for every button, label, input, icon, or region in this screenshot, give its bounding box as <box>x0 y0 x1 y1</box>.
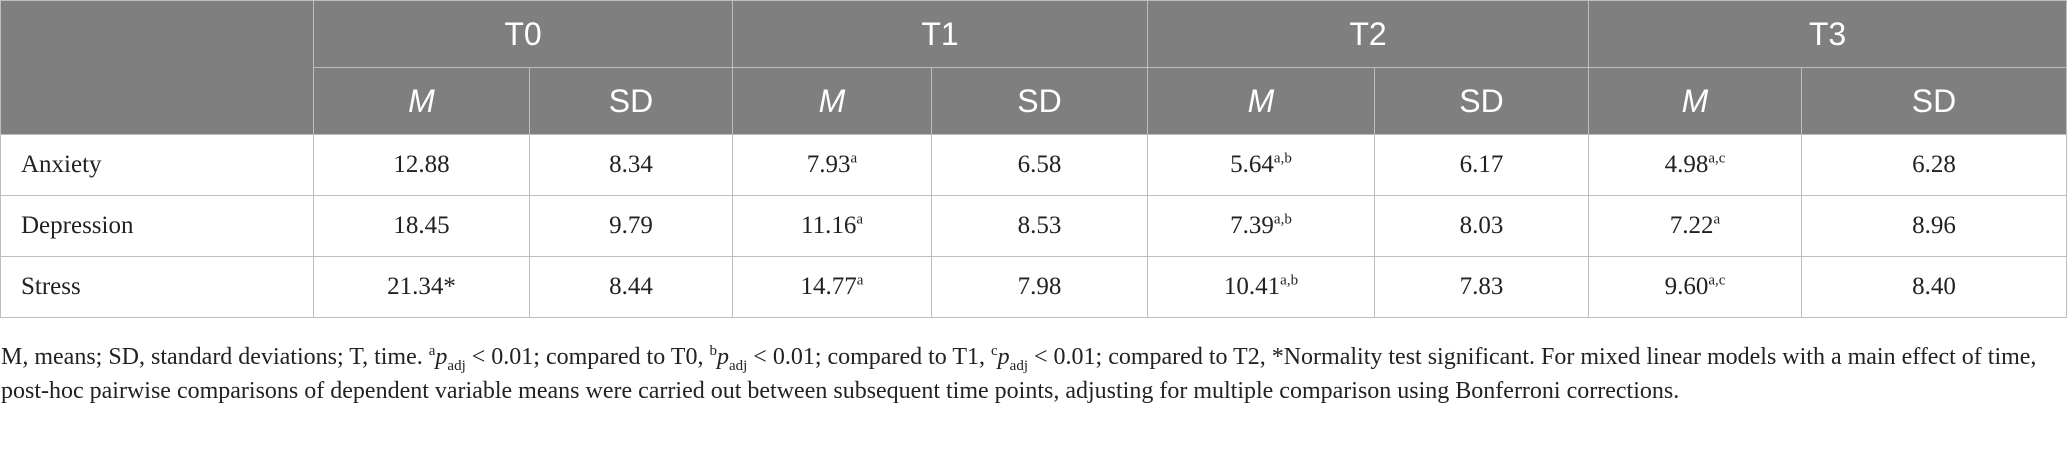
header-sd: SD <box>931 67 1148 135</box>
cell-sd: 6.58 <box>931 134 1148 196</box>
cell-sd: 8.40 <box>1801 256 2067 318</box>
table-row: Depression 18.45 9.79 11.16a 8.53 7.39a,b 8.03… <box>0 195 2067 257</box>
results-table: T0 T1 T2 T3 M SD M SD M SD M SD Anxiety 1… <box>0 0 2067 318</box>
cell-sd: 8.03 <box>1374 195 1589 257</box>
footnote-p: p <box>716 344 729 370</box>
cell-mean: 7.39a,b <box>1147 195 1375 257</box>
cell-mean: 7.22a <box>1588 195 1802 257</box>
cell-superscript: a <box>850 150 858 167</box>
header-mean: M <box>313 67 530 135</box>
cell-value: 5.64 <box>1230 151 1274 178</box>
table-body: Anxiety 12.88 8.34 7.93a 6.58 5.64a,b 6.17 4.98… <box>0 134 2067 318</box>
footnote-mark-c: c <box>991 343 998 359</box>
cell-sd: 8.44 <box>529 256 733 318</box>
cell-sd: 6.28 <box>1801 134 2067 196</box>
cell-sd: 6.17 <box>1374 134 1589 196</box>
table-container: T0 T1 T2 T3 M SD M SD M SD M SD Anxiety 1… <box>0 0 2067 318</box>
footnote-intro: M, means; SD, standard deviations; T, ti… <box>1 344 429 370</box>
header-t2: T2 <box>1147 0 1589 68</box>
cell-value: 8.40 <box>1912 273 1956 300</box>
footnote-lt: < 0.01; <box>747 344 828 370</box>
cell-superscript: a,b <box>1273 150 1292 167</box>
cell-mean: 5.64a,b <box>1147 134 1375 196</box>
cell-mean: 10.41a,b <box>1147 256 1375 318</box>
footnote-mark-a: a <box>428 343 436 359</box>
header-t0: T0 <box>313 0 733 68</box>
cell-value: 8.34 <box>609 151 653 178</box>
header-mean: M <box>1588 67 1802 135</box>
header-sd: SD <box>1374 67 1589 135</box>
row-label: Depression <box>0 195 314 257</box>
cell-superscript: a,b <box>1273 211 1292 228</box>
cell-mean: 11.16a <box>732 195 932 257</box>
cell-superscript: a <box>1713 211 1721 228</box>
header-row-stat: M SD M SD M SD M SD <box>1 67 2067 135</box>
header-t3: T3 <box>1588 0 2067 68</box>
cell-value: 8.53 <box>1017 212 1062 239</box>
footnote-adj: adj <box>1009 357 1028 374</box>
cell-sd: 9.79 <box>529 195 733 257</box>
row-label: Anxiety <box>0 134 314 196</box>
footnote-adj: adj <box>728 357 748 374</box>
cell-value: 6.28 <box>1912 151 1956 178</box>
cell-value: 6.17 <box>1459 151 1504 178</box>
row-label: Stress <box>0 256 314 318</box>
footnote-rest: *Normality test significant. For mixed l… <box>1 344 2037 404</box>
cell-value: 7.93 <box>806 151 851 178</box>
header-mean: M <box>1147 67 1375 135</box>
cell-value: 7.98 <box>1017 273 1062 300</box>
cell-sd: 7.83 <box>1374 256 1589 318</box>
footnote-cmp-t1: compared to T1, <box>827 344 991 370</box>
cell-superscript: a,c <box>1708 150 1726 167</box>
cell-superscript: a <box>856 272 864 289</box>
cell-value: 9.60 <box>1664 273 1709 300</box>
cell-superscript: a <box>856 211 863 228</box>
footnote-cmp-t0: compared to T0, <box>545 344 710 370</box>
footnote-adj: adj <box>447 357 466 374</box>
cell-value: 10.41 <box>1223 273 1281 300</box>
footnote-p: p <box>997 344 1010 370</box>
cell-value: 8.96 <box>1912 212 1956 239</box>
cell-value: 21.34* <box>387 273 456 300</box>
cell-sd: 8.34 <box>529 134 733 196</box>
header-sd: SD <box>529 67 733 135</box>
header-t1: T1 <box>732 0 1148 68</box>
cell-sd: 7.98 <box>931 256 1148 318</box>
cell-mean: 9.60a,c <box>1588 256 1802 318</box>
cell-value: 7.22 <box>1669 212 1714 239</box>
footnote-lt: < 0.01; <box>1028 344 1109 370</box>
cell-value: 7.83 <box>1459 273 1504 300</box>
cell-mean: 12.88 <box>313 134 530 196</box>
header-mean: M <box>732 67 932 135</box>
cell-value: 9.79 <box>609 212 653 239</box>
cell-superscript: a,b <box>1280 272 1299 289</box>
table-footnote: M, means; SD, standard deviations; T, ti… <box>1 340 2041 408</box>
cell-mean: 14.77a <box>732 256 932 318</box>
cell-sd: 8.53 <box>931 195 1148 257</box>
footnote-mark-b: b <box>709 343 717 359</box>
cell-value: 8.44 <box>609 273 653 300</box>
footnote-lt: < 0.01; <box>465 344 546 370</box>
table-row: Stress 21.34* 8.44 14.77a 7.98 10.41a,b 7.83 9.… <box>0 256 2067 318</box>
header-row-time: T0 T1 T2 T3 <box>0 0 2067 135</box>
cell-sd: 8.96 <box>1801 195 2067 257</box>
header-sd: SD <box>1801 67 2067 135</box>
cell-mean: 7.93a <box>732 134 932 196</box>
cell-value: 18.45 <box>393 212 450 239</box>
cell-value: 6.58 <box>1017 151 1062 178</box>
header-corner <box>0 0 314 135</box>
cell-value: 8.03 <box>1459 212 1504 239</box>
cell-mean: 21.34* <box>313 256 530 318</box>
cell-mean: 18.45 <box>313 195 530 257</box>
cell-value: 4.98 <box>1664 151 1709 178</box>
cell-mean: 4.98a,c <box>1588 134 1802 196</box>
table-row: Anxiety 12.88 8.34 7.93a 6.58 5.64a,b 6.17 4.98… <box>0 134 2067 196</box>
cell-value: 11.16 <box>801 212 857 239</box>
footnote-cmp-t2: compared to T2, <box>1108 344 1272 370</box>
cell-value: 12.88 <box>393 151 450 178</box>
cell-value: 7.39 <box>1230 212 1274 239</box>
cell-value: 14.77 <box>800 273 857 300</box>
cell-superscript: a,c <box>1708 272 1726 289</box>
footnote-p: p <box>435 344 448 370</box>
